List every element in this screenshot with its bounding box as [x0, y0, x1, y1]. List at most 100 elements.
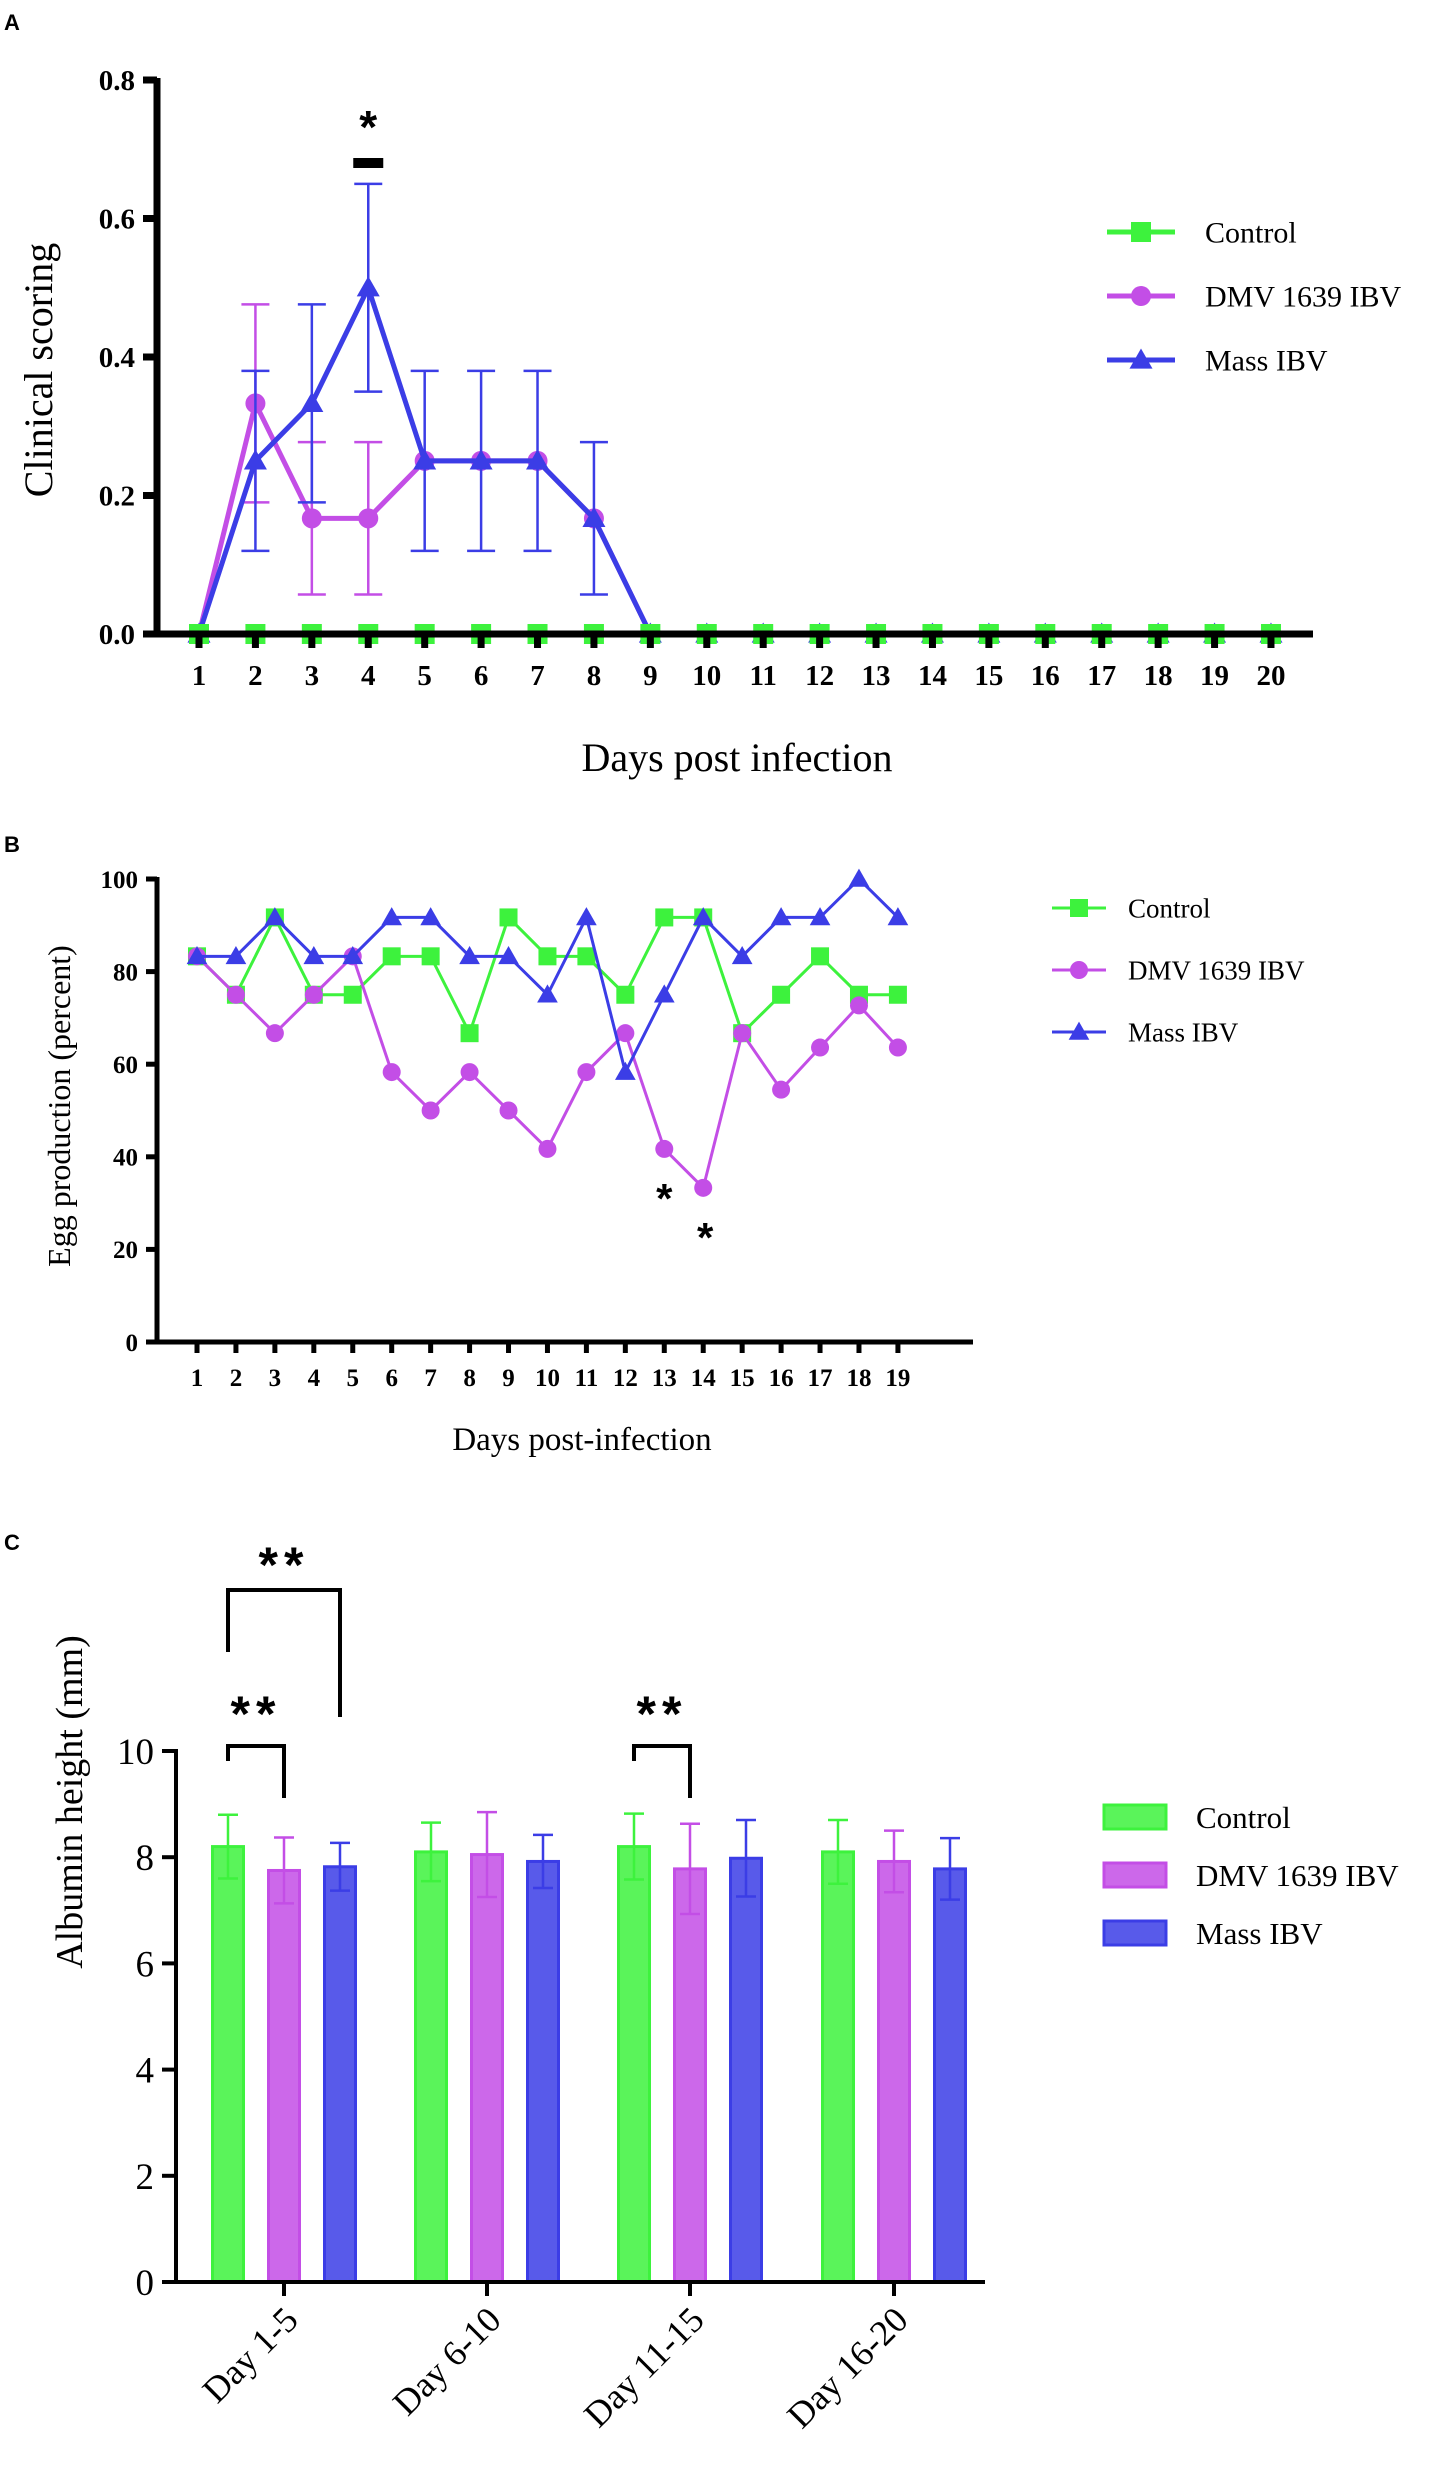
- legend-item: Mass IBV: [1102, 1916, 1323, 1951]
- x-tick-label: Day 1-5: [195, 2299, 306, 2410]
- significance-label: *: [697, 1214, 714, 1261]
- x-tick-label: 5: [417, 660, 432, 692]
- series-line: [196, 281, 1271, 637]
- data-point: [356, 276, 380, 297]
- y-tick-label: 0.2: [99, 481, 135, 513]
- bar: [673, 1867, 707, 2284]
- x-axis-title: Days post infection: [581, 735, 892, 780]
- x-tick-label: 20: [1256, 660, 1285, 692]
- data-point: [655, 1139, 674, 1158]
- data-point: [577, 947, 596, 966]
- data-point: [300, 391, 324, 413]
- y-tick-label: 6: [136, 1944, 155, 1985]
- data-point: [692, 907, 714, 926]
- y-tick-label: 80: [113, 959, 138, 986]
- series-control: [188, 908, 907, 1043]
- data-point: [733, 1024, 752, 1043]
- x-tick-label: 1: [191, 1365, 204, 1392]
- data-point: [421, 947, 440, 966]
- bar: [211, 1845, 245, 2284]
- y-tick-label: 0: [126, 1330, 139, 1357]
- y-axis-title: Albumin height (mm): [49, 1635, 91, 1969]
- significance-bracket: [226, 1744, 286, 1798]
- data-point: [577, 1063, 596, 1082]
- legend-label: Mass IBV: [1205, 345, 1328, 378]
- bar: [729, 1856, 763, 2284]
- x-tick-label: 15: [730, 1365, 755, 1392]
- x-tick-label: 15: [974, 660, 1003, 692]
- data-point: [888, 985, 907, 1004]
- bar: [267, 1868, 301, 2284]
- y-tick-label: 4: [136, 2051, 155, 2092]
- significance-bracket: [632, 1744, 692, 1798]
- legend-label: Mass IBV: [1196, 1916, 1323, 1951]
- legend-label: DMV 1639 IBV: [1128, 955, 1305, 985]
- data-point: [848, 868, 870, 887]
- significance-bar: [353, 158, 384, 168]
- x-tick-label: 12: [805, 660, 834, 692]
- series-dmv-1639-ibv: [188, 947, 907, 1197]
- legend-item: Control: [1102, 1800, 1291, 1835]
- y-tick-label: 100: [101, 867, 139, 894]
- x-tick-label: 1: [192, 660, 207, 692]
- data-point: [888, 1038, 907, 1057]
- legend-swatch: [1102, 1861, 1168, 1889]
- data-point: [469, 449, 493, 470]
- bar: [470, 1853, 504, 2284]
- x-tick-label: 7: [424, 1365, 437, 1392]
- bar: [323, 1865, 357, 2284]
- x-tick-label: 9: [643, 660, 658, 692]
- x-tick-label: 11: [575, 1365, 599, 1392]
- series-mass-ibv: [186, 868, 909, 1080]
- x-tick-label: 6: [385, 1365, 398, 1392]
- series-mass-ibv: [187, 182, 1283, 643]
- x-tick-label: Day 11-15: [576, 2299, 712, 2435]
- x-tick-label: 10: [692, 660, 721, 692]
- data-point: [460, 1063, 479, 1082]
- data-point: [887, 907, 909, 926]
- legend-label: Control: [1205, 217, 1297, 250]
- legend-label: Control: [1128, 893, 1211, 923]
- data-point: [614, 1061, 636, 1080]
- data-point: [358, 508, 379, 529]
- legend-item: Mass IBV: [1052, 1017, 1239, 1047]
- y-tick-label: 10: [117, 1732, 154, 1773]
- bar: [821, 1850, 855, 2284]
- y-tick-label: 20: [113, 1237, 138, 1264]
- x-tick-label: Day 6-10: [385, 2299, 509, 2423]
- data-point: [382, 947, 401, 966]
- legend-marker: [1070, 961, 1088, 979]
- panel-b-egg-production-chart: B Egg production (percent) Days post-inf…: [4, 832, 1305, 1458]
- x-tick-label: 19: [885, 1365, 910, 1392]
- data-point: [304, 985, 323, 1004]
- legend-marker: [1129, 348, 1153, 369]
- x-tick-label: 2: [248, 660, 263, 692]
- x-tick-label: 14: [691, 1365, 717, 1392]
- x-tick-label: 13: [652, 1365, 677, 1392]
- data-point: [301, 508, 322, 529]
- y-tick-label: 8: [136, 1838, 155, 1879]
- significance-label: **: [259, 1537, 310, 1593]
- legend-item: DMV 1639 IBV: [1102, 1858, 1399, 1893]
- legend-swatch: [1102, 1803, 1168, 1831]
- data-point: [616, 1024, 635, 1043]
- data-point: [772, 985, 791, 1004]
- data-point: [811, 947, 830, 966]
- data-point: [849, 996, 868, 1015]
- x-tick-label: 17: [1087, 660, 1116, 692]
- data-point: [772, 1080, 791, 1099]
- bar: [617, 1845, 651, 2284]
- series-line: [195, 914, 898, 1038]
- significance-bracket: [226, 1588, 342, 1717]
- data-point: [616, 985, 635, 1004]
- data-point: [342, 945, 364, 965]
- y-tick-label: 0.6: [99, 204, 135, 236]
- x-tick-label: 8: [587, 660, 602, 692]
- x-tick-label: Day 16-20: [779, 2299, 915, 2435]
- bar: [933, 1867, 967, 2284]
- data-point: [264, 907, 286, 926]
- y-tick-label: 2: [136, 2157, 155, 2198]
- data-point: [576, 907, 597, 926]
- legend-marker: [1131, 286, 1151, 306]
- series-line: [197, 876, 899, 1077]
